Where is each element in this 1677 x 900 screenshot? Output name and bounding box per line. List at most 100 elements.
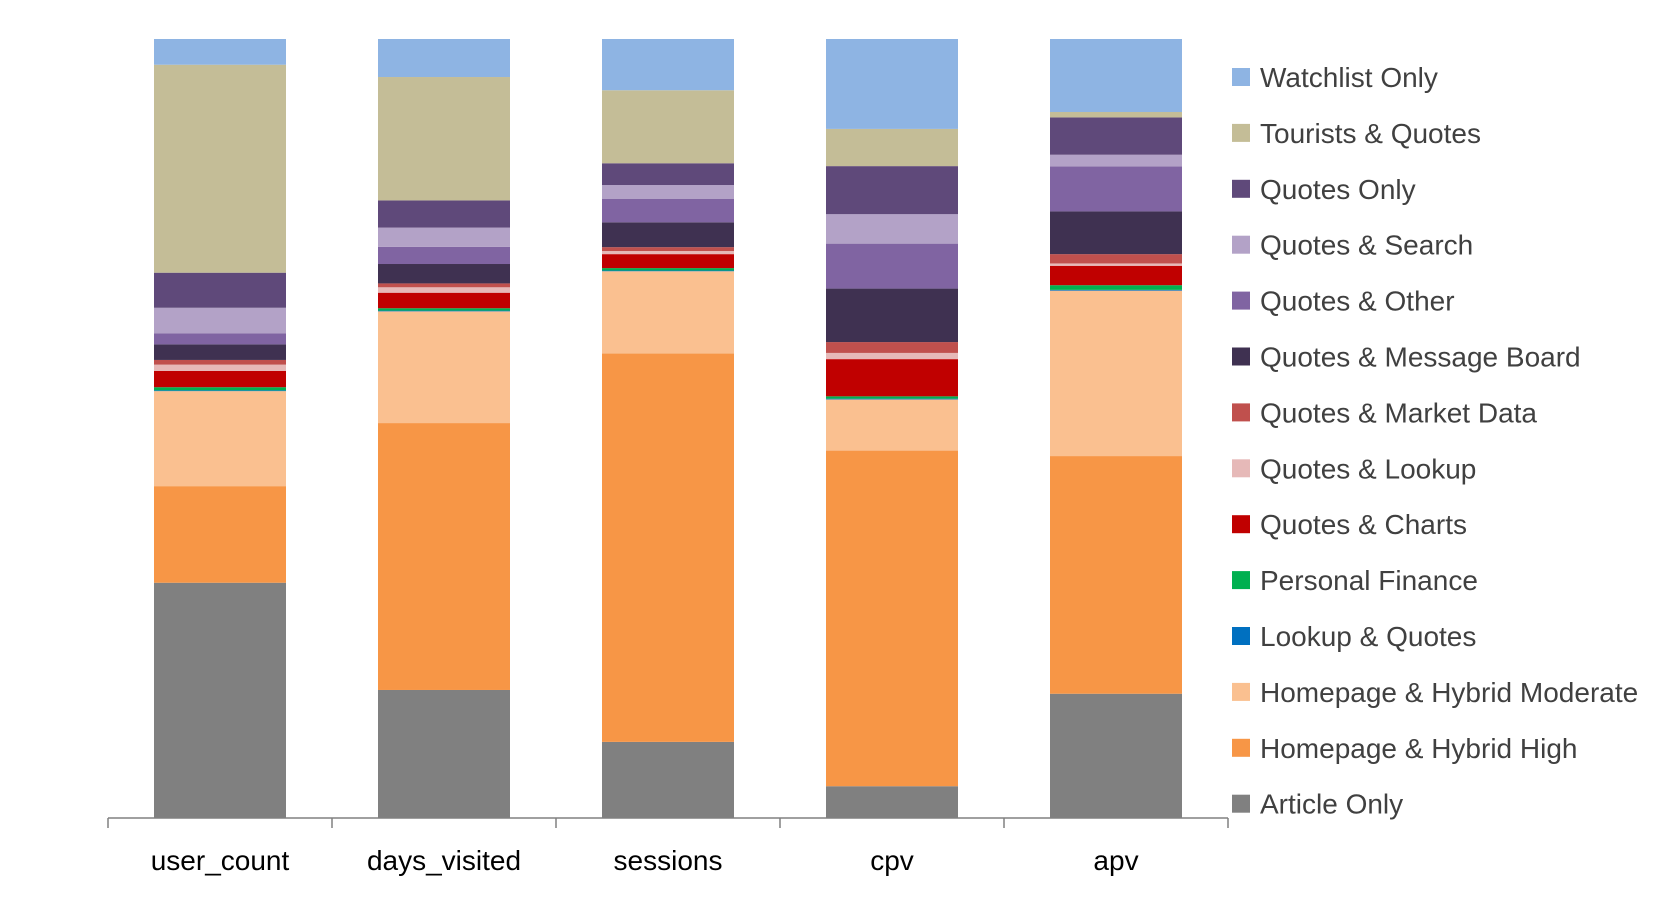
bar-segment-apv-quotes-and-charts — [1050, 265, 1182, 286]
bar-segment-days-visited-homepage-and-hybrid-high — [378, 423, 510, 690]
legend-swatch — [1232, 347, 1250, 366]
x-tick-label-user-count: user_count — [151, 845, 290, 876]
legend-item-quotes-only: Quotes Only — [1232, 174, 1416, 205]
bar-segment-apv-quotes-and-search — [1050, 154, 1182, 167]
legend-label: Quotes & Other — [1260, 286, 1455, 317]
bar-segment-apv-homepage-and-hybrid-high — [1050, 456, 1182, 694]
legend-label: Quotes & Market Data — [1260, 397, 1537, 428]
legend-swatch — [1232, 571, 1250, 590]
bar-segment-days-visited-quotes-and-charts — [378, 292, 510, 309]
legend-swatch — [1232, 738, 1250, 757]
bar-segment-days-visited-tourists-and-quotes — [378, 77, 510, 201]
legend-label: Watchlist Only — [1260, 62, 1438, 93]
bar-segment-user-count-personal-finance — [154, 387, 286, 391]
legend-label: Quotes & Search — [1260, 230, 1473, 261]
bar-segment-apv-quotes-and-other — [1050, 166, 1182, 212]
bar-segment-cpv-watchlist-only — [826, 39, 958, 129]
bar-segment-apv-lookup-and-quotes — [1050, 289, 1182, 291]
bar-segment-sessions-article-only — [602, 741, 734, 818]
bar-segment-user-count-quotes-and-search — [154, 307, 286, 334]
legend-swatch — [1232, 682, 1250, 701]
bar-segment-apv-article-only — [1050, 693, 1182, 818]
bar-segment-days-visited-quotes-and-lookup — [378, 287, 510, 293]
bar-segment-cpv-article-only — [826, 786, 958, 818]
bar-segment-cpv-tourists-and-quotes — [826, 128, 958, 167]
bar-segment-sessions-homepage-and-hybrid-high — [602, 353, 734, 742]
legend-label: Quotes Only — [1260, 174, 1416, 205]
legend-swatch — [1232, 179, 1250, 198]
bar-segment-user-count-homepage-and-hybrid-high — [154, 486, 286, 583]
bar-segment-apv-personal-finance — [1050, 285, 1182, 290]
legend-item-personal-finance: Personal Finance — [1232, 565, 1478, 596]
legend-swatch — [1232, 459, 1250, 478]
bars-group — [154, 39, 1182, 818]
bar-segment-sessions-quotes-only — [602, 163, 734, 186]
legend-item-quotes-and-search: Quotes & Search — [1232, 230, 1473, 261]
x-tick-label-apv: apv — [1093, 845, 1138, 876]
bar-segment-sessions-lookup-and-quotes — [602, 270, 734, 272]
bar-segment-sessions-homepage-and-hybrid-moderate — [602, 271, 734, 354]
x-axis: user_count days_visited sessions cpv apv — [107, 817, 1229, 876]
legend-label: Quotes & Message Board — [1260, 342, 1581, 373]
bar-segment-user-count-tourists-and-quotes — [154, 64, 286, 273]
bar-segment-apv-homepage-and-hybrid-moderate — [1050, 290, 1182, 457]
bar-segment-user-count-watchlist-only — [154, 39, 286, 65]
legend-label: Quotes & Lookup — [1260, 453, 1476, 484]
bar-segment-days-visited-article-only — [378, 689, 510, 818]
bar-segment-cpv-quotes-only — [826, 166, 958, 215]
legend-item-lookup-and-quotes: Lookup & Quotes — [1232, 621, 1476, 652]
bar-segment-days-visited-lookup-and-quotes — [378, 310, 510, 312]
bar-segment-apv-quotes-and-market-data — [1050, 254, 1182, 264]
bar-segment-user-count-quotes-only — [154, 272, 286, 308]
legend-swatch — [1232, 515, 1250, 534]
legend-label: Homepage & Hybrid High — [1260, 733, 1578, 764]
legend-label: Lookup & Quotes — [1260, 621, 1476, 652]
bar-segment-sessions-quotes-and-market-data — [602, 247, 734, 252]
legend-label: Tourists & Quotes — [1260, 118, 1481, 149]
bar-segment-apv-quotes-and-lookup — [1050, 263, 1182, 266]
bar-segment-days-visited-quotes-and-search — [378, 227, 510, 247]
bar-segment-days-visited-homepage-and-hybrid-moderate — [378, 311, 510, 424]
bar-segment-apv-quotes-only — [1050, 117, 1182, 155]
bar-segment-days-visited-quotes-and-other — [378, 246, 510, 265]
bar-segment-cpv-quotes-and-lookup — [826, 352, 958, 360]
bar-segment-user-count-quotes-and-lookup — [154, 364, 286, 371]
legend-label: Homepage & Hybrid Moderate — [1260, 677, 1638, 708]
bar-segment-apv-quotes-and-message-board — [1050, 211, 1182, 255]
bar-segment-user-count-quotes-and-other — [154, 333, 286, 345]
legend-swatch — [1232, 123, 1250, 142]
bar-segment-user-count-lookup-and-quotes — [154, 390, 286, 392]
legend-item-homepage-and-hybrid-moderate: Homepage & Hybrid Moderate — [1232, 677, 1638, 708]
bar-segment-sessions-personal-finance — [602, 268, 734, 271]
bar-segment-user-count-quotes-and-charts — [154, 370, 286, 388]
bar-segment-user-count-quotes-and-market-data — [154, 359, 286, 365]
bar-segment-cpv-personal-finance — [826, 396, 958, 399]
legend-item-quotes-and-charts: Quotes & Charts — [1232, 509, 1467, 540]
legend-item-quotes-and-lookup: Quotes & Lookup — [1232, 453, 1476, 484]
legend-label: Personal Finance — [1260, 565, 1478, 596]
bar-segment-days-visited-quotes-and-market-data — [378, 283, 510, 288]
legend-item-watchlist-only: Watchlist Only — [1232, 62, 1438, 93]
bar-segment-cpv-quotes-and-message-board — [826, 288, 958, 343]
legend-item-homepage-and-hybrid-high: Homepage & Hybrid High — [1232, 733, 1578, 764]
legend-swatch — [1232, 403, 1250, 422]
bar-segment-sessions-quotes-and-message-board — [602, 222, 734, 248]
legend-item-quotes-and-other: Quotes & Other — [1232, 286, 1455, 317]
legend-swatch — [1232, 235, 1250, 254]
bar-segment-cpv-homepage-and-hybrid-high — [826, 450, 958, 787]
bar-segment-days-visited-watchlist-only — [378, 39, 510, 78]
bar-segment-cpv-lookup-and-quotes — [826, 398, 958, 400]
bar-segment-cpv-quotes-and-charts — [826, 359, 958, 397]
bar-segment-sessions-watchlist-only — [602, 39, 734, 91]
legend-label: Quotes & Charts — [1260, 509, 1467, 540]
bar-segment-sessions-quotes-and-search — [602, 185, 734, 199]
bar-segment-sessions-tourists-and-quotes — [602, 90, 734, 164]
legend-swatch — [1232, 627, 1250, 645]
bar-segment-user-count-homepage-and-hybrid-moderate — [154, 391, 286, 487]
bar-segment-cpv-homepage-and-hybrid-moderate — [826, 399, 958, 451]
bar-segment-days-visited-quotes-and-message-board — [378, 264, 510, 284]
bar-segment-sessions-quotes-and-charts — [602, 254, 734, 269]
legend-swatch — [1232, 291, 1250, 310]
